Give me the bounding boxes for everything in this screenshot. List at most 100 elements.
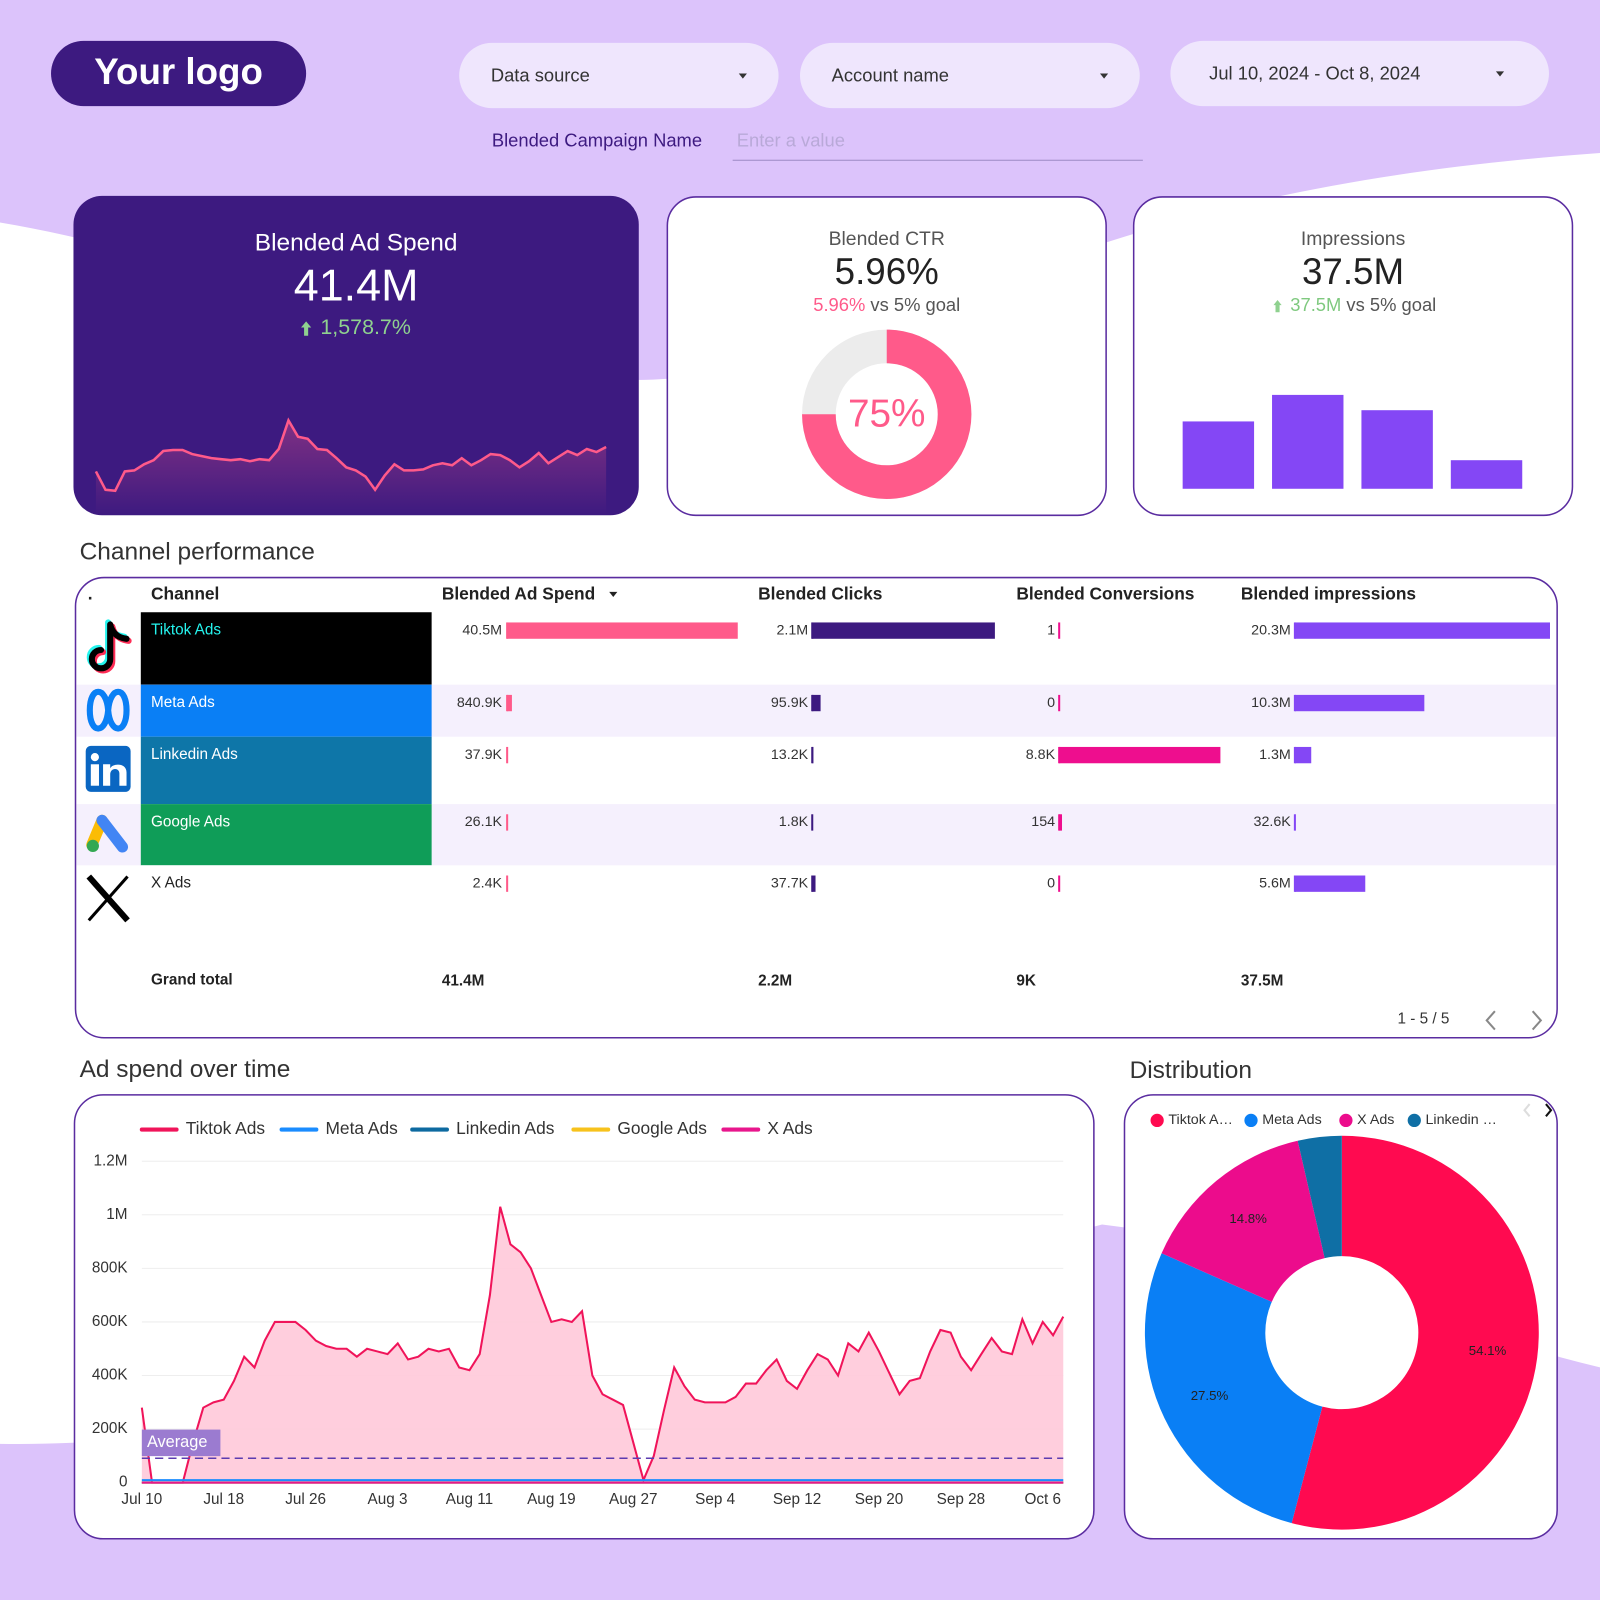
x-tick-label: Jul 18 xyxy=(203,1491,244,1508)
legend-label: Tiktok A… xyxy=(1168,1112,1232,1128)
legend-label: Linkedin Ads xyxy=(456,1118,555,1138)
table-bar xyxy=(812,622,995,638)
table-bar xyxy=(1059,747,1220,763)
y-tick-label: 1M xyxy=(106,1206,127,1223)
cell-value: 40.5M xyxy=(462,622,502,638)
x-tick-label: Aug 19 xyxy=(527,1491,575,1508)
kpi-title: Blended Ad Spend xyxy=(255,229,458,256)
cell-value: 2.1M xyxy=(776,622,808,638)
kpi-compare: 37.5M vs 5% goal xyxy=(1290,294,1436,315)
kpi-change: 1,578.7% xyxy=(320,315,410,339)
column-header[interactable]: Blended Ad Spend xyxy=(442,583,595,603)
donut-label: 75% xyxy=(848,393,926,436)
section-title: Distribution xyxy=(1130,1057,1252,1084)
table-bar xyxy=(1295,695,1424,711)
channel-name: Linkedin Ads xyxy=(151,746,238,763)
cell-value: 37.7K xyxy=(771,875,809,891)
column-header[interactable]: Blended impressions xyxy=(1241,583,1416,603)
cell-value: 1.3M xyxy=(1259,747,1291,763)
table-bar xyxy=(507,695,512,711)
legend-label: Google Ads xyxy=(617,1118,707,1138)
grand-total-value: 2.2M xyxy=(758,973,792,990)
column-header[interactable]: Blended Clicks xyxy=(758,583,882,603)
legend-dot xyxy=(1244,1114,1257,1127)
compare-value: 5.96% xyxy=(813,294,865,315)
cell-value: 20.3M xyxy=(1251,622,1291,638)
column-header[interactable]: Blended Conversions xyxy=(1016,583,1194,603)
column-header: . xyxy=(88,583,93,603)
compare-value: 37.5M xyxy=(1290,294,1341,315)
grand-total-value: 41.4M xyxy=(442,973,485,990)
y-tick-label: 200K xyxy=(92,1420,129,1437)
filter-input[interactable]: Enter a value xyxy=(737,130,845,151)
x-tick-label: Sep 28 xyxy=(937,1491,985,1508)
bar xyxy=(1451,460,1522,489)
kpi-title: Impressions xyxy=(1301,228,1405,250)
bar xyxy=(1183,421,1254,488)
dropdown-label[interactable]: Data source xyxy=(491,64,590,85)
table-bar xyxy=(1295,747,1311,763)
table-bar xyxy=(1295,622,1550,638)
cell-value: 840.9K xyxy=(457,695,503,711)
cell-value: 10.3M xyxy=(1251,695,1291,711)
table-bar xyxy=(507,622,738,638)
x-tick-label: Sep 12 xyxy=(773,1491,821,1508)
x-tick-label: Sep 4 xyxy=(695,1491,735,1508)
linkedin-icon xyxy=(86,746,131,792)
legend-dot xyxy=(1151,1114,1164,1127)
table-bar xyxy=(1059,814,1062,830)
slice-label: 14.8% xyxy=(1229,1211,1267,1226)
cell-value: 1 xyxy=(1047,622,1055,638)
x-tick-label: Jul 26 xyxy=(285,1491,326,1508)
y-tick-label: 0 xyxy=(119,1474,128,1491)
average-label: Average xyxy=(147,1433,207,1451)
legend-dot xyxy=(1339,1114,1352,1127)
cell-value: 5.6M xyxy=(1259,875,1291,891)
kpi-title: Blended CTR xyxy=(829,228,945,250)
cell-value: 2.4K xyxy=(473,875,503,891)
cell-value: 26.1K xyxy=(465,814,503,830)
cell-value: 32.6K xyxy=(1254,814,1292,830)
cell-value: 1.8K xyxy=(779,814,809,830)
channel-name: Meta Ads xyxy=(151,694,215,711)
grand-total-label: Grand total xyxy=(151,972,233,989)
y-tick-label: 1.2M xyxy=(94,1152,128,1169)
bar xyxy=(1361,410,1432,489)
x-tick-label: Sep 20 xyxy=(855,1491,903,1508)
kpi-value: 41.4M xyxy=(294,260,419,311)
kpi-value: 37.5M xyxy=(1302,251,1404,292)
grand-total-value: 9K xyxy=(1016,973,1036,990)
cell-value: 154 xyxy=(1031,814,1055,830)
cell-value: 37.9K xyxy=(465,747,503,763)
x-tick-label: Aug 3 xyxy=(368,1491,408,1508)
x-tick-label: Aug 27 xyxy=(609,1491,657,1508)
x-tick-label: Jul 10 xyxy=(121,1491,162,1508)
channel-name: X Ads xyxy=(151,875,191,892)
section-title: Ad spend over time xyxy=(80,1056,291,1083)
slice-label: 27.5% xyxy=(1191,1388,1229,1403)
cell-value: 0 xyxy=(1047,695,1055,711)
cell-value: 95.9K xyxy=(771,695,809,711)
grand-total-value: 37.5M xyxy=(1241,973,1284,990)
compare-goal: vs 5% goal xyxy=(1346,294,1436,315)
legend-dot xyxy=(1408,1114,1421,1127)
x-tick-label: Oct 6 xyxy=(1025,1491,1062,1508)
section-title: Channel performance xyxy=(80,539,315,566)
compare-goal: vs 5% goal xyxy=(870,294,960,315)
table-bar xyxy=(1295,876,1365,892)
legend-label: Tiktok Ads xyxy=(186,1118,266,1138)
dropdown-label[interactable]: Account name xyxy=(832,64,949,85)
date-range[interactable]: Jul 10, 2024 - Oct 8, 2024 xyxy=(1209,62,1420,83)
channel-name: Google Ads xyxy=(151,813,230,830)
cell-value: 8.8K xyxy=(1026,747,1056,763)
legend-label: Meta Ads xyxy=(326,1118,399,1138)
legend-label: X Ads xyxy=(767,1118,813,1138)
x-tick-label: Aug 11 xyxy=(446,1491,493,1508)
slice-label: 54.1% xyxy=(1469,1343,1507,1358)
kpi-value: 5.96% xyxy=(835,251,939,292)
channel-name: Tiktok Ads xyxy=(151,622,221,639)
filter-label: Blended Campaign Name xyxy=(492,130,702,151)
bar xyxy=(1272,395,1343,489)
